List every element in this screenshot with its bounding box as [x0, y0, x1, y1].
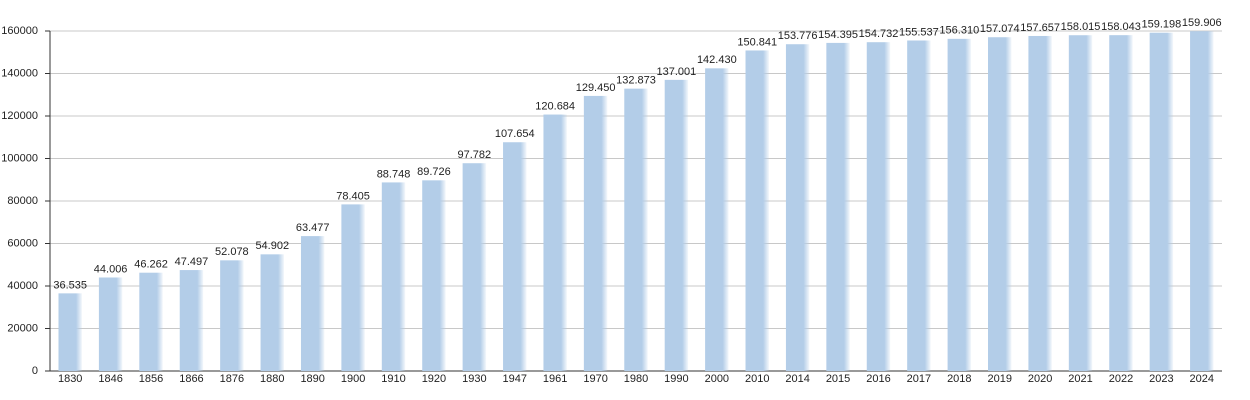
x-tick-label: 1980 [624, 373, 648, 385]
x-tick-label: 2016 [866, 373, 890, 385]
bar [1109, 35, 1133, 371]
bar [826, 42, 850, 372]
x-tick-label: 1920 [422, 373, 446, 385]
x-tick-label: 1866 [179, 373, 203, 385]
x-tick-label: 1876 [220, 373, 244, 385]
y-tick-label: 40000 [7, 280, 38, 292]
value-label: 47.497 [175, 256, 209, 268]
bar [988, 37, 1012, 372]
bar [341, 204, 365, 371]
value-label: 158.043 [1101, 21, 1141, 33]
x-tick-label: 2000 [705, 373, 729, 385]
x-tick-label: 2024 [1190, 373, 1214, 385]
value-label: 107.654 [495, 128, 535, 140]
bar [583, 95, 608, 371]
value-label: 132.873 [616, 75, 656, 87]
bar [58, 293, 82, 371]
value-label: 153.776 [778, 30, 818, 42]
x-tick-label: 1930 [462, 373, 486, 385]
x-tick-label: 2022 [1109, 373, 1133, 385]
y-tick-label: 140000 [1, 67, 38, 79]
x-tick-label: 2018 [947, 373, 971, 385]
value-label: 159.906 [1182, 17, 1222, 29]
value-label: 78.405 [336, 190, 370, 202]
bar [785, 44, 810, 371]
value-label: 154.395 [818, 29, 858, 41]
bar [947, 38, 972, 372]
value-label: 129.450 [576, 82, 616, 94]
x-tick-label: 2017 [907, 373, 931, 385]
y-tick-label: 120000 [1, 110, 38, 122]
x-tick-label: 2023 [1149, 373, 1173, 385]
value-label: 120.684 [535, 100, 575, 112]
value-label: 156.310 [939, 25, 979, 37]
bar [98, 277, 123, 371]
value-label: 97.782 [458, 149, 492, 161]
y-tick-label: 60000 [7, 237, 38, 249]
x-tick-label: 2019 [987, 373, 1011, 385]
x-tick-label: 1947 [503, 373, 527, 385]
value-label: 88.748 [377, 168, 411, 180]
bar [503, 142, 527, 371]
value-label: 89.726 [417, 166, 451, 178]
bar [624, 88, 648, 372]
bar [300, 236, 325, 371]
bar [381, 182, 406, 371]
bar [907, 40, 931, 371]
value-label: 157.074 [980, 23, 1020, 35]
bar [745, 50, 769, 371]
value-label: 157.657 [1020, 22, 1060, 34]
value-label: 46.262 [134, 259, 168, 271]
bar [543, 114, 567, 371]
bar [1190, 31, 1214, 372]
bar [179, 270, 204, 371]
x-tick-label: 1990 [664, 373, 688, 385]
value-label: 36.535 [53, 279, 87, 291]
x-tick-label: 2021 [1068, 373, 1092, 385]
y-tick-label: 0 [32, 365, 38, 377]
value-label: 158.015 [1061, 21, 1101, 33]
bar [422, 180, 446, 371]
y-tick-label: 80000 [7, 195, 38, 207]
value-label: 44.006 [94, 263, 128, 275]
x-tick-label: 1970 [583, 373, 607, 385]
y-tick-label: 20000 [7, 322, 38, 334]
value-label: 155.537 [899, 26, 939, 38]
bar [220, 260, 244, 371]
x-tick-label: 1910 [381, 373, 405, 385]
bar [1028, 35, 1052, 371]
bar [705, 68, 729, 372]
bar [462, 163, 487, 371]
x-tick-label: 1890 [300, 373, 324, 385]
x-tick-label: 1856 [139, 373, 163, 385]
value-label: 150.841 [737, 36, 777, 48]
x-tick-label: 2010 [745, 373, 769, 385]
x-tick-label: 1830 [58, 373, 82, 385]
bar [139, 272, 163, 371]
x-tick-label: 1900 [341, 373, 365, 385]
value-label: 154.732 [859, 28, 899, 40]
y-tick-label: 160000 [1, 25, 38, 37]
bar [1068, 35, 1093, 371]
x-tick-label: 1880 [260, 373, 284, 385]
bar [1149, 32, 1174, 371]
bar [664, 79, 689, 372]
x-tick-label: 1961 [543, 373, 567, 385]
x-tick-label: 1846 [98, 373, 122, 385]
value-label: 142.430 [697, 54, 737, 66]
x-tick-label: 2020 [1028, 373, 1052, 385]
bar [260, 254, 284, 371]
y-tick-label: 100000 [1, 152, 38, 164]
value-label: 52.078 [215, 246, 249, 258]
bar [866, 42, 891, 372]
value-label: 54.902 [255, 240, 289, 252]
value-label: 159.198 [1141, 19, 1181, 31]
value-label: 63.477 [296, 222, 330, 234]
x-tick-label: 2015 [826, 373, 850, 385]
value-label: 137.001 [657, 66, 697, 78]
x-tick-label: 2014 [785, 373, 809, 385]
